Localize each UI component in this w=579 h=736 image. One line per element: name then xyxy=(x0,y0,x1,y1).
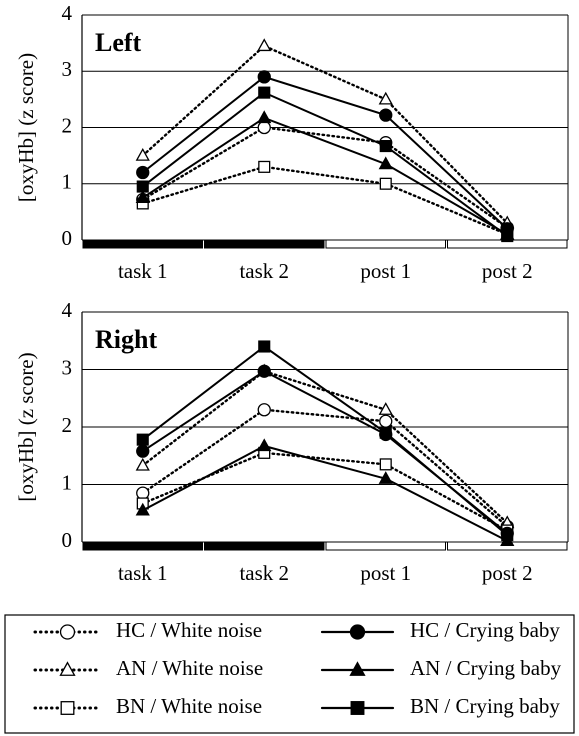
marker xyxy=(378,156,393,170)
series-line xyxy=(141,444,509,542)
series-line xyxy=(141,126,509,229)
x-tick-label: post 1 xyxy=(360,561,411,585)
y-tick-label: 2 xyxy=(62,113,73,137)
legend-label: HC / Crying baby xyxy=(410,618,560,642)
timeline-segment xyxy=(204,541,325,551)
marker xyxy=(379,414,393,428)
x-tick-label: task 2 xyxy=(239,259,289,283)
marker xyxy=(257,120,271,135)
y-tick-label: 3 xyxy=(62,57,73,81)
marker xyxy=(378,402,393,415)
marker xyxy=(258,86,271,99)
marker xyxy=(257,110,272,124)
marker xyxy=(501,529,514,542)
marker xyxy=(135,147,150,161)
y-tick-label: 2 xyxy=(62,413,73,437)
marker xyxy=(501,230,514,243)
series-line xyxy=(141,116,509,236)
marker xyxy=(257,364,271,378)
marker xyxy=(257,438,272,452)
legend-label: AN / Crying baby xyxy=(410,656,562,680)
marker xyxy=(378,91,393,105)
marker xyxy=(257,38,272,52)
marker xyxy=(349,624,366,640)
y-tick-label: 4 xyxy=(62,1,73,25)
y-axis-label: [oxyHb] (z score) xyxy=(14,53,38,202)
x-tick-label: task 2 xyxy=(239,561,289,585)
x-tick-label: task 1 xyxy=(118,561,168,585)
x-tick-label: post 2 xyxy=(482,259,533,283)
marker xyxy=(136,433,149,446)
marker xyxy=(379,140,392,153)
marker xyxy=(59,661,76,676)
y-tick-label: 4 xyxy=(62,298,73,322)
marker xyxy=(379,108,393,122)
series-line xyxy=(141,91,509,238)
marker xyxy=(257,70,271,84)
x-tick-label: post 1 xyxy=(360,259,411,283)
legend-box xyxy=(4,614,575,734)
y-axis-label: [oxyHb] (z score) xyxy=(14,352,38,501)
series-line xyxy=(141,370,509,535)
y-tick-label: 1 xyxy=(62,170,73,194)
timeline-segment xyxy=(82,541,203,551)
series-line xyxy=(141,408,509,528)
x-tick-label: task 1 xyxy=(118,259,168,283)
marker xyxy=(136,165,150,180)
marker xyxy=(379,177,392,190)
y-tick-label: 1 xyxy=(62,470,73,494)
marker xyxy=(135,190,150,203)
legend-label: BN / Crying baby xyxy=(410,694,560,718)
x-tick-label: post 2 xyxy=(482,561,533,585)
series-line xyxy=(141,75,509,230)
marker xyxy=(135,502,150,516)
marker xyxy=(136,486,150,500)
marker xyxy=(258,340,271,353)
panel-title: Right xyxy=(95,325,157,354)
marker xyxy=(379,426,392,439)
y-tick-label: 0 xyxy=(62,528,73,552)
marker xyxy=(350,701,365,715)
legend-label: AN / White noise xyxy=(116,656,263,680)
timeline-segment xyxy=(82,239,203,249)
marker xyxy=(60,701,75,715)
marker xyxy=(378,471,393,484)
y-tick-label: 3 xyxy=(62,355,73,379)
marker xyxy=(379,458,392,471)
legend-label: BN / White noise xyxy=(116,694,262,718)
marker xyxy=(59,624,76,640)
timeline-segment xyxy=(325,239,446,249)
timeline-segment xyxy=(325,541,446,551)
marker xyxy=(349,661,366,676)
y-tick-label: 0 xyxy=(62,226,73,250)
series-line xyxy=(141,44,509,225)
series-line xyxy=(141,345,509,537)
series-line xyxy=(141,165,509,236)
timeline-segment xyxy=(204,239,325,249)
legend-label: HC / White noise xyxy=(116,618,262,642)
panel-title: Left xyxy=(95,28,142,57)
marker xyxy=(135,457,150,471)
marker xyxy=(136,444,150,458)
series-line xyxy=(141,451,509,532)
marker xyxy=(258,160,271,173)
marker xyxy=(257,403,271,417)
marker xyxy=(136,180,149,193)
